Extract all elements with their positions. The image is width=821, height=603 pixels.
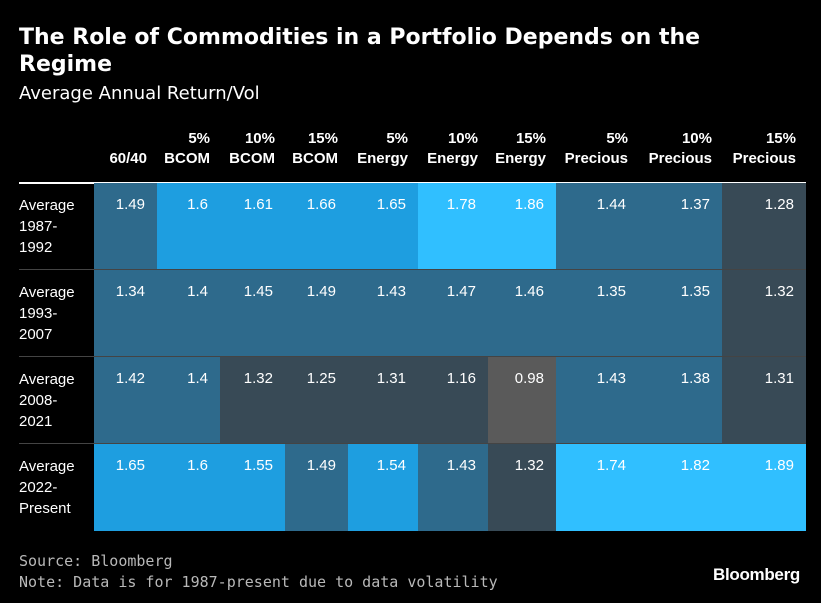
- table-cell: 1.49: [285, 444, 348, 531]
- column-header: 5% Energy: [348, 125, 408, 169]
- column-header-line: BCOM: [164, 150, 210, 167]
- row-label-line: Present: [19, 500, 71, 517]
- table-row: Average 2022- Present 1.65 1.6 1.55 1.49 1.54 1.…: [0, 444, 821, 531]
- row-separator: [19, 443, 806, 444]
- table-cell: 1.65: [94, 444, 157, 531]
- column-header-line: BCOM: [292, 150, 338, 167]
- table-cell: 1.47: [418, 270, 488, 357]
- source-block: Source: Bloomberg Note: Data is for 1987…: [19, 551, 498, 593]
- column-header-line: Energy: [495, 150, 546, 167]
- row-label-line: 2022-: [19, 479, 58, 496]
- column-header: 10% Energy: [418, 125, 478, 169]
- column-header-line: 5%: [606, 130, 628, 147]
- table-row: Average 1993- 2007 1.34 1.4 1.45 1.49 1.43 1.47 1…: [0, 270, 821, 357]
- row-label-line: 1993-: [19, 305, 58, 322]
- table-cell: 1.32: [220, 357, 285, 444]
- column-header-line: 60/40: [109, 150, 147, 167]
- table-cell: 1.49: [94, 183, 157, 270]
- table-cell: 1.82: [638, 444, 722, 531]
- row-label: Average 1987- 1992: [19, 195, 95, 258]
- column-header-line: 15%: [515, 130, 546, 147]
- row-label-line: 2021: [19, 413, 53, 430]
- column-header-line: 10%: [681, 130, 712, 147]
- column-header-line: 10%: [244, 130, 275, 147]
- chart-title: The Role of Commodities in a Portfolio D…: [19, 25, 701, 77]
- row-separator: [19, 356, 806, 357]
- table-cell: 1.38: [638, 357, 722, 444]
- table-header: 60/40 5% BCOM 10% BCOM 15% BCOM 5% Energy 10% Ener…: [0, 125, 821, 169]
- column-header: 15% BCOM: [285, 125, 338, 169]
- row-label-line: Average: [19, 458, 75, 475]
- row-label-line: 1992: [19, 239, 53, 256]
- bloomberg-logo: Bloomberg: [712, 565, 800, 584]
- column-header-line: 15%: [765, 130, 796, 147]
- column-header-line: 15%: [307, 130, 338, 147]
- table-cell: 1.86: [488, 183, 556, 270]
- column-header-line: Energy: [357, 150, 408, 167]
- table-cell: 1.4: [157, 357, 220, 444]
- table-cell: 1.55: [220, 444, 285, 531]
- column-header: 5% Precious: [556, 125, 628, 169]
- column-header-line: Energy: [427, 150, 478, 167]
- table-cell: 1.49: [285, 270, 348, 357]
- row-label-line: 1987-: [19, 218, 58, 235]
- table-cell: 1.65: [348, 183, 418, 270]
- table-cell: 1.66: [285, 183, 348, 270]
- table-cell: 1.4: [157, 270, 220, 357]
- table-cell: 1.54: [348, 444, 418, 531]
- table-cell: 1.37: [638, 183, 722, 270]
- table-row: Average 1987- 1992 1.49 1.6 1.61 1.66 1.65 1.78 1…: [0, 183, 821, 270]
- column-header: 10% Precious: [638, 125, 712, 169]
- source-text: Source: Bloomberg: [19, 552, 173, 570]
- row-separator: [19, 269, 806, 270]
- table-cell: 1.42: [94, 357, 157, 444]
- table-cell: 1.35: [638, 270, 722, 357]
- table-row: Average 2008- 2021 1.42 1.4 1.32 1.25 1.31 1.16 0…: [0, 357, 821, 444]
- row-label-line: 2008-: [19, 392, 58, 409]
- table-cell: 1.25: [285, 357, 348, 444]
- table-cell: 0.98: [488, 357, 556, 444]
- column-header: 15% Energy: [488, 125, 546, 169]
- table-cell: 1.89: [722, 444, 806, 531]
- column-header-line: 5%: [188, 130, 210, 147]
- table-cell: 1.32: [488, 444, 556, 531]
- table-cell: 1.74: [556, 444, 638, 531]
- table-cell: 1.32: [722, 270, 806, 357]
- table-cell: 1.28: [722, 183, 806, 270]
- table-cell: 1.35: [556, 270, 638, 357]
- table-cell: 1.43: [556, 357, 638, 444]
- chart-subtitle: Average Annual Return/Vol: [19, 83, 260, 104]
- row-label-line: 2007: [19, 326, 53, 343]
- table-cell: 1.45: [220, 270, 285, 357]
- column-header-line: 5%: [386, 130, 408, 147]
- table-cell: 1.16: [418, 357, 488, 444]
- table-cell: 1.43: [418, 444, 488, 531]
- table-cell: 1.31: [348, 357, 418, 444]
- column-header: 60/40: [94, 125, 147, 169]
- column-header-line: Precious: [732, 150, 796, 167]
- table-cell: 1.31: [722, 357, 806, 444]
- table-cell: 1.78: [418, 183, 488, 270]
- row-label-line: Average: [19, 197, 75, 214]
- column-header: 10% BCOM: [220, 125, 275, 169]
- column-header: 15% Precious: [722, 125, 796, 169]
- table-cell: 1.6: [157, 444, 220, 531]
- column-header-line: Precious: [564, 150, 628, 167]
- table-cell: 1.61: [220, 183, 285, 270]
- note-text: Note: Data is for 1987-present due to da…: [19, 573, 498, 591]
- table-cell: 1.6: [157, 183, 220, 270]
- row-label: Average 2022- Present: [19, 456, 95, 519]
- table-cell: 1.46: [488, 270, 556, 357]
- row-label: Average 2008- 2021: [19, 369, 95, 432]
- column-header: 5% BCOM: [157, 125, 210, 169]
- column-header-line: Precious: [648, 150, 712, 167]
- table-cell: 1.34: [94, 270, 157, 357]
- column-header-line: 10%: [447, 130, 478, 147]
- row-label: Average 1993- 2007: [19, 282, 95, 345]
- row-label-line: Average: [19, 284, 75, 301]
- table-cell: 1.44: [556, 183, 638, 270]
- column-header-line: BCOM: [229, 150, 275, 167]
- table-cell: 1.43: [348, 270, 418, 357]
- row-label-line: Average: [19, 371, 75, 388]
